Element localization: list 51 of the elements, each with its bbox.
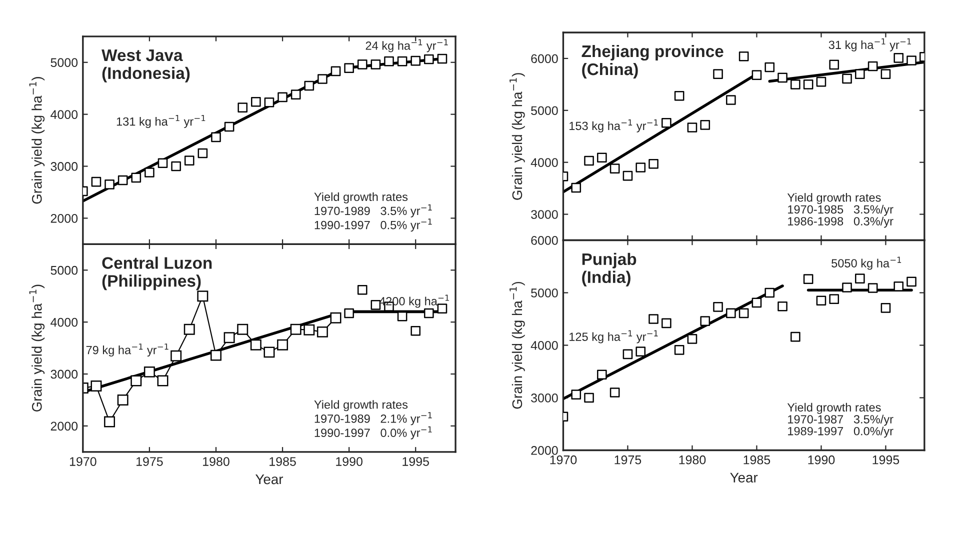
y-tick-label: 6000 [531,54,558,64]
text: Central Luzon (Philippines) [102,256,212,290]
y-axis-title: Grain yield (kg ha$^{−1}$) [29,76,45,204]
y-tick-label: 6000 [531,236,558,245]
y-tick-label: 4000 [530,158,558,167]
x-tick-label: 1970 [550,455,577,464]
x-tick-label: 1970 [70,457,96,466]
y-tick-label: 5000 [50,58,78,68]
y-tick-label: 5000 [50,266,78,275]
text: Punjab (India) [582,252,636,286]
y-tick-label: 5000 [531,288,558,298]
y-tick-label: 4000 [50,110,78,119]
annotation: Yield growth rates 1970-1987 3.5%/yr 1989-1997 0.0%/yr [787,402,894,438]
x-tick-label: 1990 [808,455,835,464]
y-axis-title: Grain yield (kg ha$^{−1}$) [510,282,525,409]
y-tick-label: 3000 [531,210,558,219]
y-tick-label: 2000 [531,446,558,455]
x-tick-label: 1985 [744,455,770,464]
y-tick-label: 4000 [530,341,558,350]
y-tick-label: 4000 [50,318,78,327]
y-axis-title: Grain yield (kg ha$^{−1}$) [510,73,525,200]
x-tick-label: 1975 [614,455,642,464]
x-axis-title: Year [730,472,758,483]
annotation: Yield growth rates 1970-1985 3.5%/yr 1986-1998 0.3%/yr [787,193,894,228]
annotation: 125 kg ha$^{−1}$ yr$^{−1}$ [570,330,658,344]
text: West Java (Indonesia) [102,49,190,82]
x-tick-label: 1995 [872,455,900,464]
annotation: 5050 kg ha$^{−1}$ [832,256,902,270]
y-tick-label: 5000 [531,106,558,116]
y-tick-label: 3000 [50,162,78,171]
text: Zhejiang province (China) [582,44,724,79]
y-tick-label: 2000 [50,422,78,431]
y-tick-label: 3000 [50,370,78,379]
x-axis-title: Year [255,474,284,484]
annotation: 4200 kg ha$^{−1}$ [379,294,449,308]
annotation: 79 kg ha$^{−1}$ yr$^{−1}$ [86,344,168,357]
y-tick-label: 3000 [531,394,558,402]
annotation: 153 kg ha$^{−1}$ yr$^{−1}$ [570,119,658,132]
x-tick-label: 1995 [402,457,429,466]
x-tick-label: 1980 [679,455,706,464]
text: Yield growth rates 1970-1989 2.1% yr$^{−1}$ 1990-1997 0.0% yr$^{−1}$ [314,400,432,440]
x-tick-label: 1985 [270,457,296,466]
x-tick-label: 1990 [336,457,362,466]
annotation: 131 kg ha$^{−1}$ yr$^{−1}$ [116,115,206,128]
annotation: 31 kg ha$^{−1}$ yr$^{−1}$ [828,38,911,52]
y-tick-label: 2000 [50,214,78,223]
x-tick-label: 1980 [203,457,230,466]
text: Yield growth rates 1970-1989 3.5% yr$^{−1}$ 1990-1997 0.5% yr$^{−1}$ [314,192,432,232]
annotation: 24 kg ha$^{−1}$ yr$^{−1}$ [366,39,448,52]
x-tick-label: 1975 [136,457,163,466]
y-axis-title: Grain yield (kg ha$^{−1}$) [29,284,45,412]
